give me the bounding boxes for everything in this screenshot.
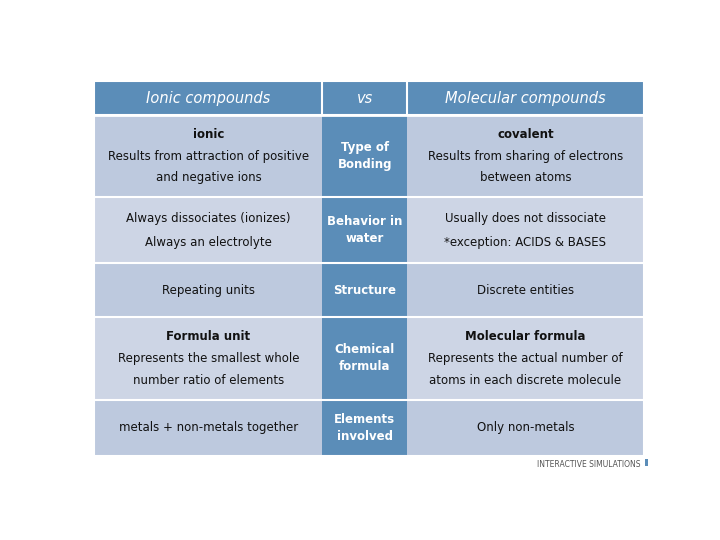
Bar [94,264,323,318]
Text: Behavior in
water: Behavior in water [327,215,402,245]
Text: Discrete entities: Discrete entities [477,284,574,297]
Bar [323,400,408,456]
Bar [644,458,652,466]
Text: Represents the smallest whole: Represents the smallest whole [117,352,299,365]
Text: *exception: ACIDS & BASES: *exception: ACIDS & BASES [444,236,606,249]
Text: Elements
involved: Elements involved [334,413,395,443]
Bar [323,115,408,197]
Bar [94,82,323,115]
Text: Results from attraction of positive: Results from attraction of positive [108,150,309,163]
Bar [94,115,323,197]
Bar [323,318,408,400]
Text: vs: vs [356,91,373,106]
Bar [94,82,644,456]
Text: Structure: Structure [333,284,397,297]
Text: Molecular compounds: Molecular compounds [445,91,606,106]
Text: Results from sharing of electrons: Results from sharing of electrons [428,150,623,163]
Text: metals + non-metals together: metals + non-metals together [119,421,298,434]
Text: Only non-metals: Only non-metals [477,421,575,434]
Text: Chemical
formula: Chemical formula [335,343,395,374]
Bar [94,318,323,400]
Text: Represents the actual number of: Represents the actual number of [428,352,623,365]
Text: ionic: ionic [193,128,224,141]
Bar [94,400,323,456]
Bar [408,318,644,400]
Bar [408,400,644,456]
Text: Ionic compounds: Ionic compounds [146,91,271,106]
Bar [408,115,644,197]
Text: Formula unit: Formula unit [166,330,251,343]
Text: INTERACTIVE SIMULATIONS: INTERACTIVE SIMULATIONS [537,460,641,469]
Bar [323,264,408,318]
Bar [408,264,644,318]
Text: Type of
Bonding: Type of Bonding [338,141,392,171]
Text: Repeating units: Repeating units [162,284,255,297]
Bar [323,197,408,264]
Text: Molecular formula: Molecular formula [465,330,586,343]
Text: between atoms: between atoms [480,171,571,184]
Bar [408,197,644,264]
Text: and negative ions: and negative ions [156,171,261,184]
Text: atoms in each discrete molecule: atoms in each discrete molecule [429,374,621,387]
Text: Always dissociates (ionizes): Always dissociates (ionizes) [126,212,291,225]
Bar [323,82,408,115]
Bar [408,82,644,115]
Text: Always an electrolyte: Always an electrolyte [145,236,272,249]
Bar [94,197,323,264]
Text: Usually does not dissociate: Usually does not dissociate [445,212,606,225]
Text: covalent: covalent [498,128,554,141]
Text: number ratio of elements: number ratio of elements [132,374,284,387]
